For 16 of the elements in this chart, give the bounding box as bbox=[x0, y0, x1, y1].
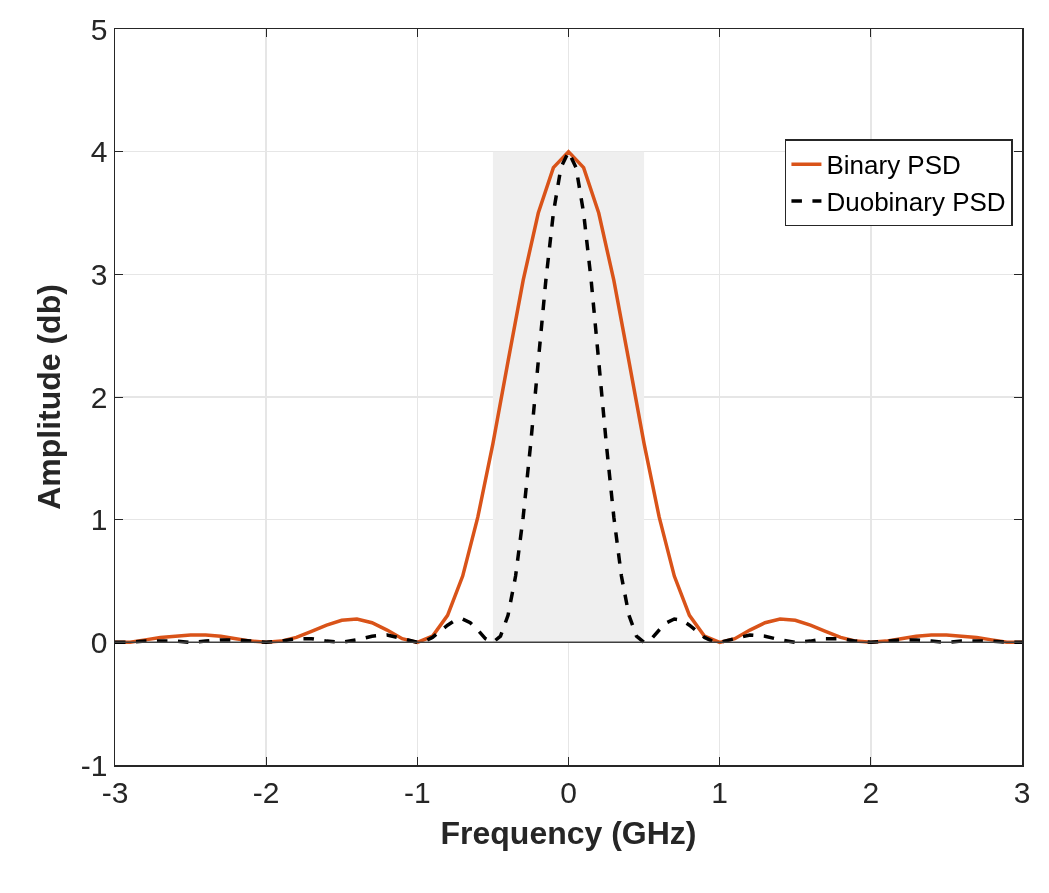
x-tick-label: -2 bbox=[252, 775, 280, 809]
y-axis-title: Amplitude (db) bbox=[31, 284, 68, 510]
x-tick-label: 3 bbox=[1013, 775, 1031, 809]
y-tick-label: 2 bbox=[90, 380, 108, 414]
x-tick-label: -1 bbox=[403, 775, 431, 809]
y-tick-label: 4 bbox=[90, 135, 108, 169]
y-tick-label: 1 bbox=[90, 503, 108, 537]
x-tick-label: 2 bbox=[862, 775, 880, 809]
y-tick-label: 5 bbox=[90, 12, 108, 46]
legend-label: Duobinary PSD bbox=[826, 187, 1006, 218]
legend-label: Binary PSD bbox=[826, 150, 961, 181]
x-tick-label: 0 bbox=[560, 775, 577, 809]
x-axis-title: Frequency (GHz) bbox=[440, 815, 697, 852]
x-tick-label: 1 bbox=[711, 775, 729, 809]
y-tick-label: 0 bbox=[90, 625, 108, 659]
y-tick-label: 3 bbox=[90, 257, 108, 291]
